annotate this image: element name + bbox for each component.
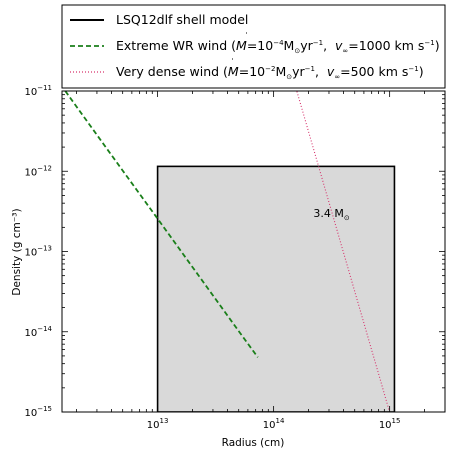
- y-tick-label: 10−12: [24, 164, 52, 178]
- shell-mass-annotation: 3.4 M⊙: [313, 207, 349, 222]
- y-tick-label: 10−13: [24, 245, 52, 259]
- mdot-dot-dense: ˙: [230, 58, 235, 69]
- x-axis-label: Radius (cm): [222, 437, 285, 449]
- x-tick-labels: 1013 1014 1015: [147, 417, 401, 431]
- plot-frame: [61, 90, 446, 413]
- wr-wind-line: [64, 91, 259, 358]
- y-tick-label: 10−11: [24, 84, 52, 98]
- x-tick-label: 1015: [379, 417, 401, 431]
- plot-marks: [64, 91, 396, 412]
- shell-model-box: [156, 165, 396, 412]
- dense-wind-line: [296, 91, 391, 412]
- legend-label-shell: LSQ12dlf shell model: [116, 12, 248, 27]
- legend: LSQ12dlf shell model Extreme WR wind (M=…: [61, 4, 446, 89]
- mdot-dot-wr: ˙: [244, 32, 249, 43]
- y-tick-label: 10−15: [24, 405, 52, 419]
- y-tick-label: 10−14: [24, 325, 52, 339]
- x-tick-label: 1013: [147, 417, 169, 431]
- legend-label-wr-wind: Extreme WR wind (M=10−4M⊙yr−1, v∞=1000 k…: [116, 38, 440, 55]
- y-axis-label: Density (g cm⁻³): [11, 208, 23, 295]
- legend-label-dense-wind: Very dense wind (M=10−2M⊙yr−1, v∞=500 km…: [116, 64, 424, 81]
- x-tick-label: 1014: [263, 417, 285, 431]
- legend-frame: [61, 4, 446, 89]
- y-tick-labels: 10−11 10−12 10−13 10−14 10−15: [24, 84, 52, 419]
